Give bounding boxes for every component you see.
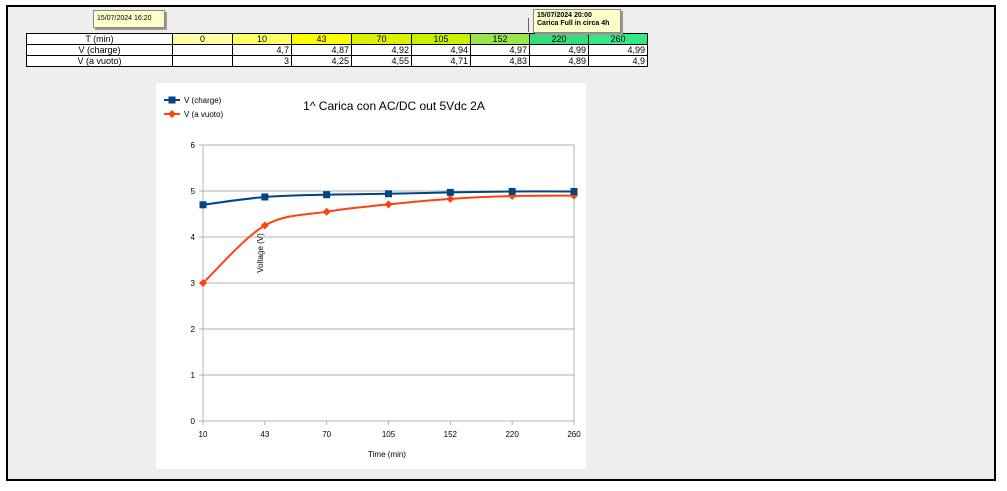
y-tick-label: 5 [191, 187, 196, 196]
header-cell[interactable]: 105 [411, 33, 471, 45]
row-label-cell[interactable]: V (charge) [26, 44, 173, 56]
y-tick-label: 6 [191, 141, 196, 150]
header-cell[interactable]: 152 [470, 33, 530, 45]
comment-text: 15/07/2024 16:20 [97, 15, 152, 22]
y-tick-label: 0 [191, 417, 196, 426]
series-layer [199, 187, 578, 287]
data-point-vuoto [446, 194, 455, 203]
comment-text: 15/07/2024 20:00 [537, 12, 592, 19]
x-tick-label: 70 [322, 430, 331, 439]
value-cell[interactable] [172, 44, 233, 56]
data-point-charge [508, 187, 516, 195]
value-cell[interactable]: 4,92 [351, 44, 412, 56]
data-point-charge [323, 191, 331, 199]
legend: V (charge) V (a vuoto) [164, 96, 223, 119]
data-table: T (min) 0 10 43 70 105 152 220 260 V (ch… [26, 33, 648, 67]
header-cell[interactable]: 260 [588, 33, 648, 45]
data-point-vuoto [260, 221, 269, 230]
data-point-vuoto [322, 207, 331, 216]
legend-label-vuoto: V (a vuoto) [184, 110, 223, 119]
legend-marker-charge [168, 96, 176, 104]
legend-marker-vuoto [168, 110, 176, 118]
x-tick-label: 220 [505, 430, 519, 439]
y-axis-label: Voltage (V) [256, 233, 265, 273]
value-cell[interactable]: 4,99 [588, 44, 648, 56]
x-tick-label: 105 [382, 430, 396, 439]
table-row: V (charge) 4,7 4,87 4,92 4,94 4,97 4,99 … [26, 44, 648, 56]
value-cell[interactable]: 4,71 [411, 55, 471, 67]
value-cell[interactable]: 3 [232, 55, 292, 67]
chart-title: 1^ Carica con AC/DC out 5Vdc 2A [303, 99, 485, 113]
header-cell[interactable]: 0 [172, 33, 233, 45]
y-tick-label: 4 [191, 233, 196, 242]
gridlines [202, 144, 575, 422]
value-cell[interactable]: 4,89 [529, 55, 589, 67]
value-cell[interactable]: 4,25 [291, 55, 352, 67]
y-tick-label: 3 [191, 279, 196, 288]
legend-label-charge: V (charge) [184, 96, 222, 105]
x-tick-label: 43 [260, 430, 269, 439]
y-tick-label: 1 [191, 371, 196, 380]
axes: 0 1 2 3 4 5 6 10 43 70 105 152 220 260 [191, 141, 582, 439]
y-tick-label: 2 [191, 325, 196, 334]
value-cell[interactable]: 4,83 [470, 55, 530, 67]
comment-connector [528, 18, 529, 32]
line-chart: 0 1 2 3 4 5 6 10 43 70 105 152 220 260 1^ Carica con … [164, 96, 582, 459]
value-cell[interactable]: 4,97 [470, 44, 530, 56]
value-cell[interactable]: 4,9 [588, 55, 648, 67]
header-cell[interactable]: 10 [232, 33, 292, 45]
comment-text: Carica Full in circa 4h [537, 20, 610, 27]
x-tick-label: 152 [444, 430, 458, 439]
header-cell[interactable]: 220 [529, 33, 589, 45]
data-point-charge [446, 188, 454, 196]
x-tick-label: 260 [567, 430, 581, 439]
header-cell[interactable]: 70 [351, 33, 412, 45]
data-point-vuoto [199, 279, 207, 287]
data-point-charge [199, 201, 207, 209]
chart-panel[interactable]: 0 1 2 3 4 5 6 10 43 70 105 152 220 260 1^ Carica con … [156, 83, 586, 469]
value-cell[interactable] [172, 55, 233, 67]
row-label-cell[interactable]: V (a vuoto) [26, 55, 173, 67]
data-point-charge [570, 187, 578, 195]
value-cell[interactable]: 4,87 [291, 44, 352, 56]
header-label-cell[interactable]: T (min) [26, 33, 173, 45]
table-row: V (a vuoto) 3 4,25 4,55 4,71 4,83 4,89 4… [26, 55, 648, 67]
cell-comment[interactable]: 15/07/2024 16:20 [93, 10, 165, 28]
data-point-charge [261, 193, 269, 201]
data-point-charge [385, 190, 392, 198]
table-row: T (min) 0 10 43 70 105 152 220 260 [26, 33, 648, 45]
data-point-vuoto [384, 200, 393, 209]
x-tick-label: 10 [199, 430, 208, 439]
value-cell[interactable]: 4,7 [232, 44, 292, 56]
x-axis-label: Time (min) [368, 450, 406, 459]
value-cell[interactable]: 4,55 [351, 55, 412, 67]
cell-comment[interactable]: 15/07/2024 20:00 Carica Full in circa 4h [533, 9, 621, 33]
value-cell[interactable]: 4,99 [529, 44, 589, 56]
header-cell[interactable]: 43 [291, 33, 352, 45]
value-cell[interactable]: 4,94 [411, 44, 471, 56]
